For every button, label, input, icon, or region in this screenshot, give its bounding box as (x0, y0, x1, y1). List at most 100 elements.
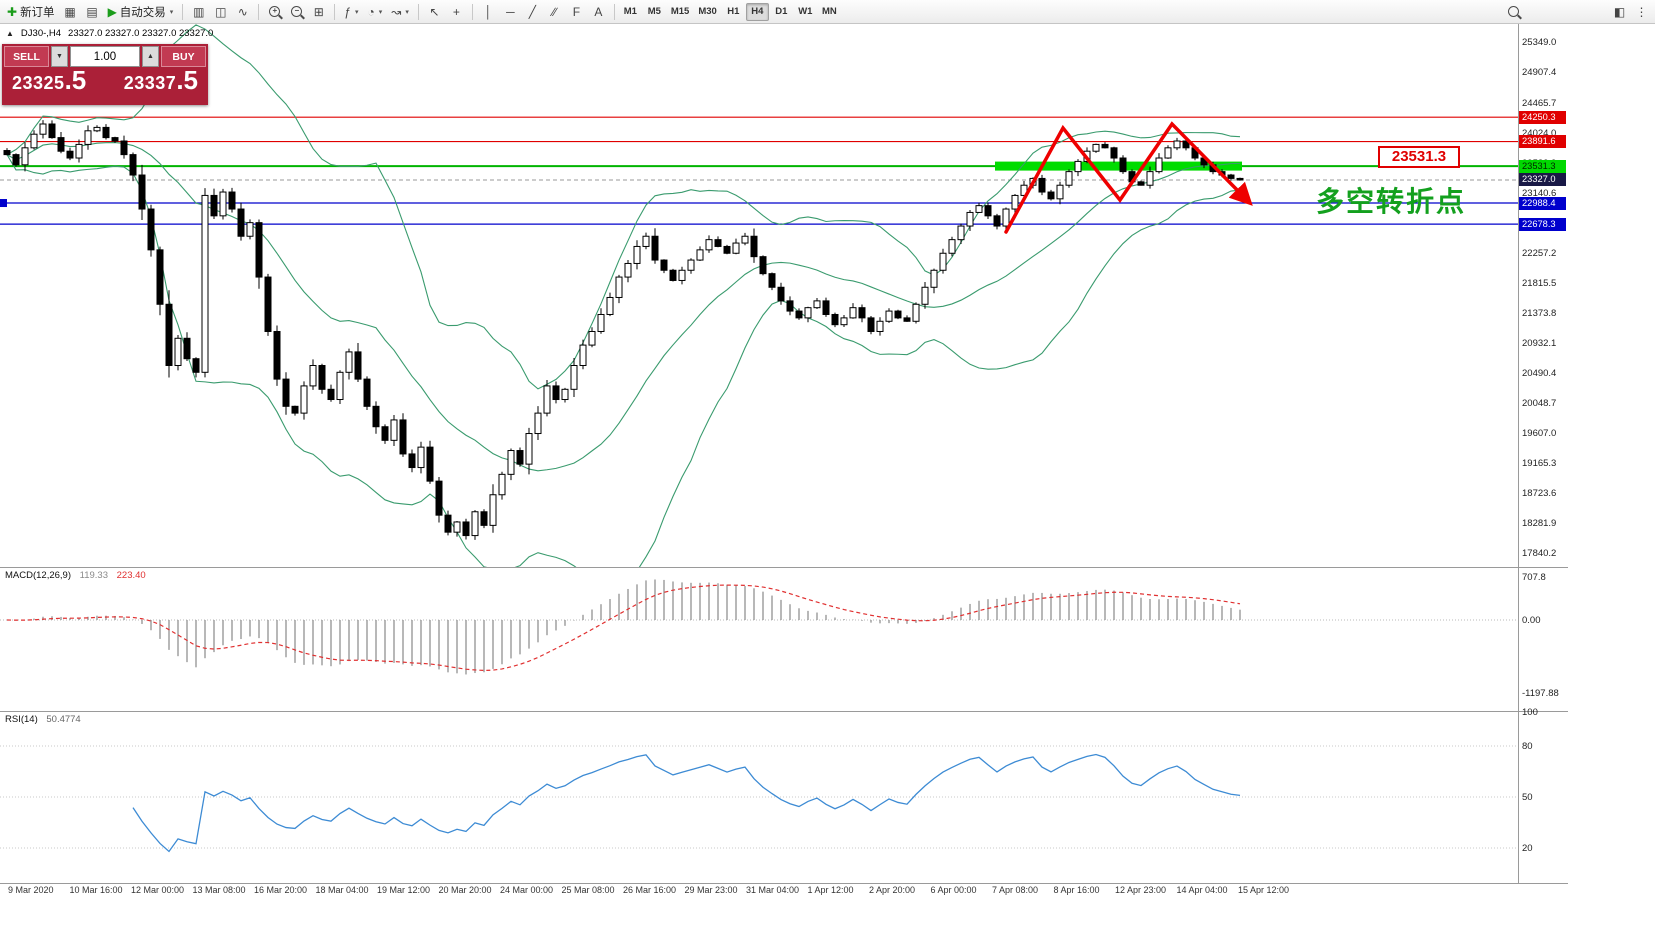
candle-body (813, 300, 821, 309)
time-axis-label: 12 Mar 00:00 (131, 885, 185, 895)
buy-button[interactable]: BUY (161, 46, 206, 67)
auto-trading-button-caret[interactable]: ▾ (169, 8, 174, 16)
toolbar-menu-icon[interactable]: ⋮ (1631, 2, 1652, 22)
candle-body (111, 137, 119, 142)
search-icon[interactable] (1503, 2, 1524, 22)
vertical-line-icon[interactable]: │ (478, 2, 499, 22)
timeframe-button-m30[interactable]: M30 (698, 6, 717, 17)
candlestick-chart-icon[interactable]: ◫ (210, 2, 231, 22)
candle-body (534, 412, 542, 435)
cursor-icon[interactable]: ↖ (424, 2, 445, 22)
candle-body (444, 514, 452, 533)
tile-windows-icon[interactable]: ⊞ (308, 2, 329, 22)
charts-grid-icon-glyph: ▦ (64, 4, 76, 19)
sell-dropdown-icon[interactable]: ▼ (51, 46, 68, 67)
sell-price-display: 23325.5 (12, 65, 87, 95)
line-chart-icon[interactable]: ∿ (232, 2, 253, 22)
candle-body (363, 378, 371, 407)
cycles-icon[interactable]: ◔ ▾ (364, 2, 387, 22)
candle-body (1236, 177, 1244, 181)
indicators-icon-caret[interactable]: ▾ (355, 8, 359, 16)
line-drag-handle[interactable] (0, 199, 7, 208)
price-badge-23327.0: 23327.0 (1519, 173, 1566, 187)
timeframe-button-w1[interactable]: W1 (798, 6, 813, 17)
price-badge-23531.3: 23531.3 (1519, 159, 1566, 173)
price-axis-label: 20932.1 (1522, 337, 1557, 349)
candle-body (282, 378, 290, 407)
timeframe-button-m15[interactable]: M15 (670, 6, 690, 17)
volume-stepper-icon[interactable]: ▲ (142, 46, 159, 67)
bollinger-bands (6, 24, 1241, 567)
toolbar-left-group: ✚ 新订单 ▦ ▤ ▶ 自动交易 ▾ ▥ ◫ ∿ + − ⊞ ƒ ▾ ◔ ▾ ↝ ▾ ↖ + │ ─ ╱ ∕∕ F A (3, 0, 619, 23)
price-axis-label: 19165.3 (1522, 458, 1557, 470)
price-axis-label: 23140.6 (1522, 187, 1557, 199)
sell-button[interactable]: SELL (4, 46, 49, 67)
timeframe-button-h1[interactable]: H1 (727, 6, 740, 17)
volume-input[interactable] (70, 46, 140, 67)
timeframe-button-mn[interactable]: MN (821, 6, 837, 17)
rsi-value: 50.4774 (46, 714, 81, 725)
candle-body (291, 405, 299, 414)
candle-body (885, 310, 893, 322)
channel-icon[interactable]: ∕∕ (544, 2, 565, 22)
horizontal-line-icon[interactable]: ─ (500, 2, 521, 22)
cycles-icon-caret[interactable]: ▾ (378, 8, 383, 16)
trendline-icon[interactable]: ╱ (522, 2, 543, 22)
timeframe-button-d1[interactable]: D1 (775, 6, 788, 17)
auto-trading-button-label: 自动交易 (119, 6, 166, 19)
candle-body (165, 303, 173, 367)
toolbar-menu-icon-glyph: ⋮ (1635, 4, 1648, 19)
zoom-out-icon[interactable]: − (286, 2, 307, 22)
rsi-indicator-label: RSI(14) 50.4774 (5, 714, 81, 725)
arrows-objects-icon[interactable]: ↝ ▾ (387, 2, 413, 22)
text-tool-icon-glyph: A (594, 4, 603, 19)
profiles-icon[interactable]: ▤ (82, 2, 103, 22)
auto-trading-button[interactable]: ▶ 自动交易 ▾ (104, 2, 178, 22)
candle-body (759, 256, 767, 275)
candles (3, 120, 1244, 540)
candle-body (408, 453, 416, 469)
price-badge-23891.6: 23891.6 (1519, 135, 1566, 149)
candle-body (426, 446, 434, 482)
zoom-in-icon[interactable]: + (264, 2, 285, 22)
support-band[interactable] (995, 161, 1242, 171)
bar-chart-icon[interactable]: ▥ (188, 2, 209, 22)
candle-body (750, 235, 758, 258)
candle-body (1137, 181, 1145, 186)
indicators-icon[interactable]: ƒ ▾ (340, 2, 362, 22)
turning-point-text[interactable]: 多空转折点 (1316, 187, 1467, 218)
candle-body (570, 365, 578, 390)
charts-grid-icon[interactable]: ▦ (60, 2, 81, 22)
time-axis-label: 19 Mar 12:00 (377, 885, 431, 895)
candle-body (732, 242, 740, 254)
macd-panel (0, 579, 1518, 675)
candle-body (1182, 140, 1190, 149)
crosshair-icon-glyph: + (452, 4, 460, 19)
crosshair-icon[interactable]: + (446, 2, 467, 22)
timeframe-button-m5[interactable]: M5 (647, 6, 661, 17)
symbol-info-row: ▲ DJ30-,H4 23327.0 23327.0 23327.0 23327… (6, 28, 213, 39)
time-axis-label: 15 Apr 12:00 (1238, 885, 1290, 895)
candle-body (66, 150, 74, 159)
timeframe-button-m1[interactable]: M1 (623, 6, 637, 17)
macd-title: MACD(12,26,9) (5, 570, 71, 581)
candle-body (1065, 171, 1073, 186)
panel-collapse-icon[interactable]: ▲ (6, 29, 14, 38)
price-badge-22988.4: 22988.4 (1519, 196, 1566, 210)
candle-body (678, 269, 686, 281)
candle-body (300, 385, 308, 414)
arrows-objects-icon-caret[interactable]: ▾ (405, 8, 409, 16)
trend-zigzag-annotation[interactable] (1004, 121, 1253, 234)
bar-chart-icon-glyph: ▥ (193, 4, 205, 19)
fibonacci-icon[interactable]: F (566, 2, 587, 22)
window-layout-icon[interactable]: ◧ (1609, 2, 1630, 22)
candle-body (219, 191, 227, 217)
new-order-button[interactable]: ✚ 新订单 (3, 2, 59, 22)
candle-body (354, 351, 362, 380)
candle-body (57, 137, 65, 152)
time-axis-label: 26 Mar 16:00 (623, 885, 677, 895)
timeframe-button-h4[interactable]: H4 (745, 2, 769, 21)
price-level-label[interactable]: 23531.3 (1378, 146, 1460, 168)
text-tool-icon[interactable]: A (588, 2, 609, 22)
ohlc-values: 23327.0 23327.0 23327.0 23327.0 (68, 28, 214, 39)
